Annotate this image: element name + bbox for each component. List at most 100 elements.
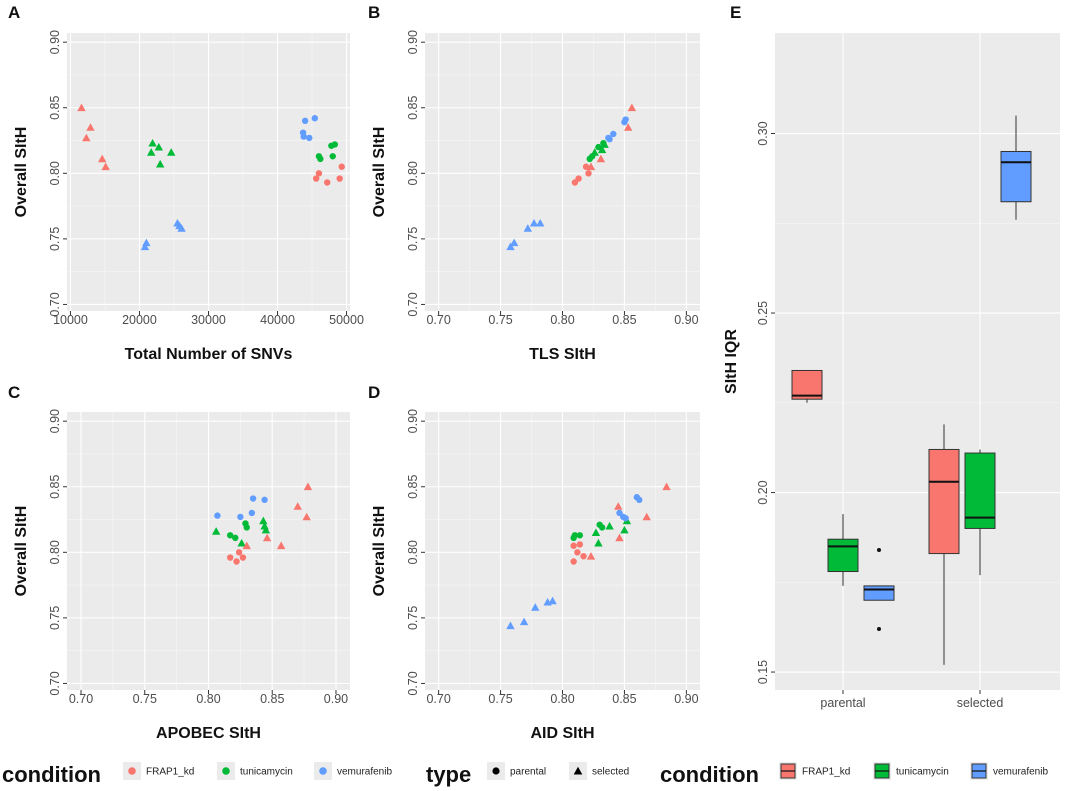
panel-c-point-tunicamycin-parental xyxy=(243,524,250,531)
panel-e-y-tick-label: 0.25 xyxy=(756,301,770,325)
panel-a-point-vemurafenib-selected xyxy=(140,242,150,251)
panel-d-point-FRAP1_kd-parental xyxy=(570,542,577,549)
panel-d-point-vemurafenib-selected xyxy=(531,603,540,611)
panel-d-point-FRAP1_kd-selected xyxy=(642,512,651,521)
box-condition-legend-title: condition xyxy=(660,762,759,787)
panel-e-y-axis-title: SItH IQR xyxy=(723,329,740,394)
panel-d-point-FRAP1_kd-selected xyxy=(614,502,623,510)
panel-c-point-tunicamycin-parental xyxy=(226,532,234,539)
panel-b-y-axis-title: Overall SItH xyxy=(371,127,388,218)
panel-b-y-tick-label: 0.90 xyxy=(406,30,420,54)
panel-a-point-tunicamycin-parental xyxy=(317,155,324,163)
boxplot-panel-e: 0.15 0.20 0.25 0.30 parental selected SItH IQR xyxy=(723,33,1060,710)
panel-c-point-FRAP1_kd-selected xyxy=(242,541,251,550)
panel-b-x-tick-label: 0.85 xyxy=(612,313,636,327)
panel-b-point-tunicamycin-selected xyxy=(597,145,607,154)
panel-d-point-tunicamycin-selected xyxy=(594,538,603,547)
panel-e-box-parental-vemurafenib-outlier xyxy=(877,547,881,552)
panel-a-point-FRAP1_kd-parental xyxy=(312,175,320,182)
panel-c-y-tick-label: 0.70 xyxy=(48,671,62,695)
panel-d-point-FRAP1_kd-selected xyxy=(662,482,671,491)
panel-b-point-FRAP1_kd-selected xyxy=(596,154,606,163)
condition-legend-swatch-tunicamycin xyxy=(222,767,230,775)
scatter-panel-c: 0.70 0.75 0.80 0.85 0.90 0.70 0.75 0.80 0.85 0.90… xyxy=(13,409,350,742)
panel-d-y-tick-label: 0.90 xyxy=(406,409,420,433)
panel-b-point-FRAP1_kd-selected xyxy=(586,162,596,171)
panel-d-y-tick-label: 0.70 xyxy=(406,671,420,695)
panel-a-point-tunicamycin-selected xyxy=(148,138,157,147)
panel-c-point-FRAP1_kd-parental xyxy=(239,554,247,561)
panel-a-x-axis-title: Total Number of SNVs xyxy=(125,346,293,363)
box-legend-label: tunicamycin xyxy=(896,767,949,778)
panel-a-point-tunicamycin-selected xyxy=(154,142,164,151)
box-condition-legend: condition FRAP1_kd tunicamycin vemurafenib xyxy=(660,762,1048,787)
type-legend: type parental selected xyxy=(426,762,629,787)
panel-d-x-axis-title: AID SItH xyxy=(531,725,595,742)
panel-c-x-tick-label: 0.85 xyxy=(260,692,284,706)
panel-c-point-tunicamycin-selected xyxy=(261,525,271,534)
panel-b-x-tick-label: 0.75 xyxy=(488,313,512,327)
panel-d-point-tunicamycin-selected xyxy=(620,525,629,534)
panel-b-y-tick-label: 0.70 xyxy=(406,292,420,316)
panel-c-point-FRAP1_kd-selected xyxy=(303,482,313,491)
panel-a-y-tick-label: 0.90 xyxy=(48,30,62,54)
type-legend-swatch-selected xyxy=(573,766,583,775)
panel-a-point-tunicamycin-selected xyxy=(147,148,156,156)
type-legend-swatch-parental xyxy=(492,767,500,775)
panel-d-y-axis-title: Overall SItH xyxy=(371,506,388,597)
panel-d-point-vemurafenib-selected xyxy=(519,617,529,626)
panel-c-point-tunicamycin-selected xyxy=(211,527,221,535)
panel-c-point-vemurafenib-parental xyxy=(249,495,257,502)
panel-letter-b: B xyxy=(368,3,380,22)
scatter-panel-a: 10000 20000 30000 40000 50000 0.70 0.75 0.80 0.8… xyxy=(13,30,364,363)
panel-c-x-tick-label: 0.75 xyxy=(133,692,157,706)
panel-e-box-selected-tunicamycin-body xyxy=(964,452,996,529)
panel-d-point-tunicamycin-parental xyxy=(576,532,584,539)
panel-e-box-parental-vemurafenib-outlier xyxy=(877,626,881,631)
type-legend-label: parental xyxy=(510,767,546,778)
panel-c-point-FRAP1_kd-selected xyxy=(302,512,311,521)
panel-a-point-vemurafenib-parental xyxy=(300,133,307,140)
panel-c-x-tick-label: 0.70 xyxy=(69,692,93,706)
panel-a-x-tick-label: 40000 xyxy=(260,313,295,327)
panel-d-y-tick-label: 0.80 xyxy=(406,540,420,564)
panel-c-y-tick-label: 0.90 xyxy=(48,409,62,433)
panel-d-x-tick-label: 0.80 xyxy=(550,692,574,706)
panel-a-x-tick-label: 10000 xyxy=(53,313,88,327)
panel-b-point-vemurafenib-selected xyxy=(523,224,533,232)
panel-c-y-axis-title: Overall SItH xyxy=(13,506,30,597)
panel-letter-d: D xyxy=(368,383,380,402)
panel-letter-a: A xyxy=(8,3,20,22)
panel-b-point-FRAP1_kd-parental xyxy=(585,170,592,177)
panel-d-point-FRAP1_kd-parental xyxy=(580,553,587,560)
panel-d-x-tick-label: 0.70 xyxy=(426,692,450,706)
panel-c-point-FRAP1_kd-parental xyxy=(233,558,240,565)
panel-b-point-tunicamycin-parental xyxy=(600,139,607,147)
panel-b-point-vemurafenib-parental xyxy=(606,136,613,143)
panel-a-x-tick-label: 20000 xyxy=(122,313,157,327)
condition-legend-swatch-vemurafenib xyxy=(319,767,327,775)
scatter-panel-d: 0.70 0.75 0.80 0.85 0.90 0.70 0.75 0.80 0.85 0.90… xyxy=(371,409,700,742)
panel-a-x-tick-label: 30000 xyxy=(191,313,226,327)
panel-e-box-parental-tunicamycin-body xyxy=(827,538,859,573)
panel-b-y-tick-label: 0.80 xyxy=(406,161,420,185)
panel-a-point-vemurafenib-selected xyxy=(177,224,186,232)
panel-c-x-tick-label: 0.80 xyxy=(196,692,220,706)
panel-a-point-FRAP1_kd-selected xyxy=(77,103,86,112)
panel-a-point-FRAP1_kd-selected xyxy=(101,162,110,171)
panel-a-y-tick-label: 0.70 xyxy=(48,292,62,316)
panel-e-y-tick-label: 0.20 xyxy=(756,480,770,504)
scatter-panel-b: 0.70 0.75 0.80 0.85 0.90 0.70 0.75 0.80 0.85 0.90… xyxy=(371,30,700,363)
box-legend-label: FRAP1_kd xyxy=(802,767,850,778)
panel-a-y-tick-label: 0.75 xyxy=(48,227,62,251)
panel-b-point-FRAP1_kd-selected xyxy=(623,123,633,131)
panel-b-point-vemurafenib-selected xyxy=(529,218,539,227)
panel-b-point-FRAP1_kd-parental xyxy=(575,175,582,182)
panel-c-point-vemurafenib-parental xyxy=(214,512,221,519)
panel-e-background xyxy=(775,33,1060,690)
panel-e-box-parental-vemurafenib-body xyxy=(863,585,895,601)
panel-b-x-tick-label: 0.80 xyxy=(550,313,574,327)
panel-a-point-FRAP1_kd-parental xyxy=(336,175,343,182)
panel-e-box-parental-FRAP1_kd-body xyxy=(791,369,823,400)
